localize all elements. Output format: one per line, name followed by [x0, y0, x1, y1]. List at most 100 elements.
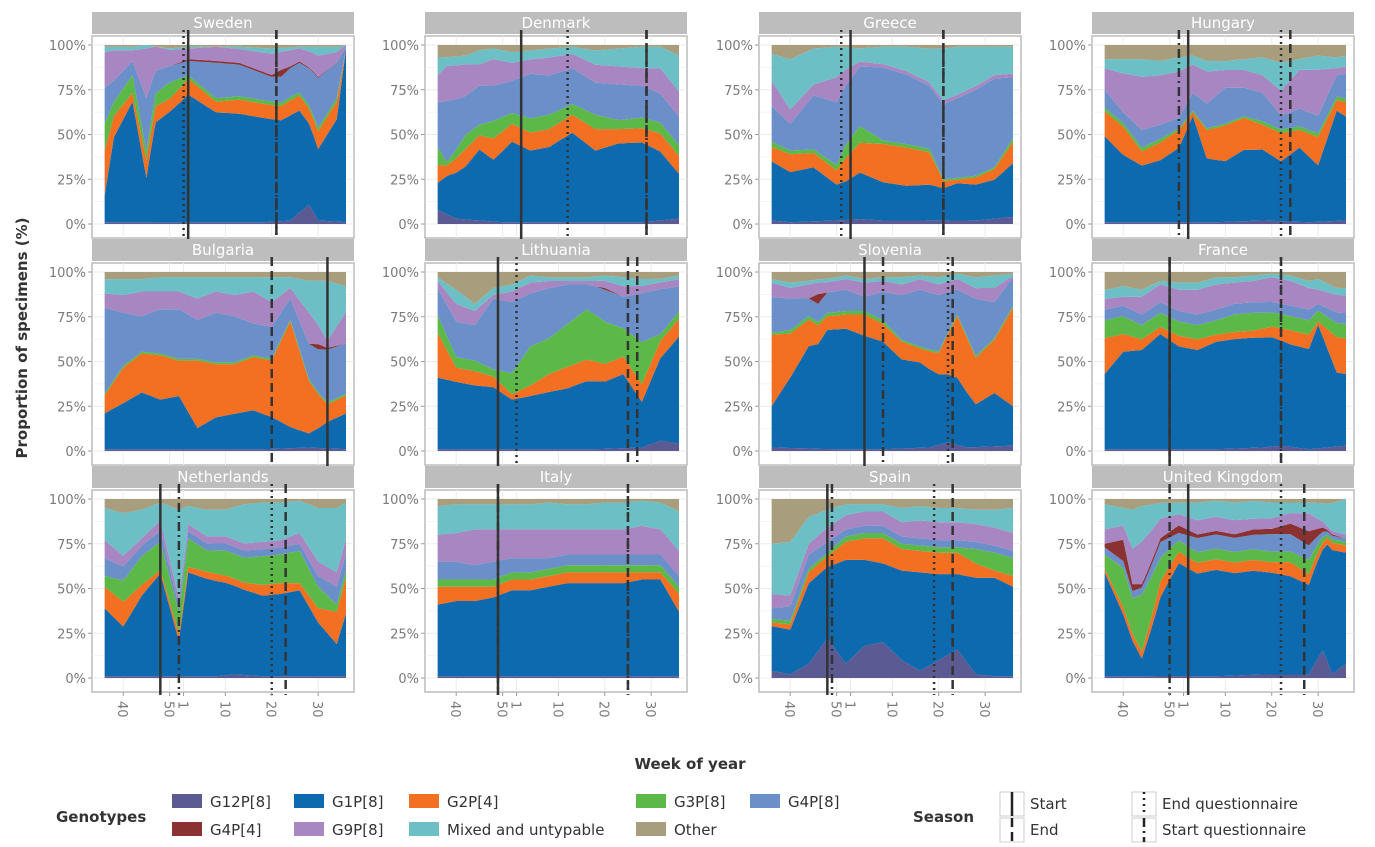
area-g1p-8-	[1104, 110, 1346, 223]
area-g2p-4-	[104, 48, 346, 196]
area-mixed-and-untypable	[1104, 55, 1346, 91]
area-g9p-8-	[1104, 513, 1346, 585]
panel-strip	[759, 12, 1021, 34]
season-legend-item: End	[999, 817, 1059, 843]
area-g12p-8-	[437, 209, 679, 224]
y-tick-label: 100%	[1049, 39, 1086, 54]
area-g1p-8-	[104, 48, 346, 223]
y-tick-label: 25%	[57, 400, 86, 415]
y-tick-label: 25%	[390, 400, 419, 415]
x-tick-label: 40	[1114, 701, 1129, 718]
area-g3p-8-	[1104, 534, 1346, 652]
area-g9p-8-	[437, 279, 679, 326]
area-g4p-8-	[1104, 531, 1346, 599]
y-tick-label: 75%	[1057, 538, 1086, 553]
panel-strip	[92, 12, 354, 34]
y-tick-label: 100%	[49, 493, 86, 508]
area-other	[104, 499, 346, 514]
x-tick-label: 50	[1161, 701, 1176, 718]
panel-denmark: Denmark 0% 25% 50% 75% 100%	[382, 12, 688, 241]
area-other	[1104, 499, 1346, 510]
panel-strip	[759, 239, 1021, 261]
y-tick-label: 50%	[724, 129, 753, 144]
legend-swatch	[409, 794, 439, 808]
panel-slovenia: Slovenia 0% 25% 50% 75% 100%	[716, 239, 1022, 468]
panel-title: Bulgaria	[192, 241, 254, 259]
panel-strip	[1092, 239, 1354, 261]
area-g12p-8-	[1104, 445, 1346, 451]
area-g9p-8-	[104, 287, 346, 348]
x-tick-label: 30	[1309, 701, 1324, 718]
season-legend: Season Start End End questionnaire Start que…	[913, 791, 1306, 843]
legend-item: Mixed and untypable	[409, 821, 604, 839]
area-g12p-8-	[104, 447, 346, 451]
area-g3p-8-	[1104, 96, 1346, 152]
y-tick-label: 50%	[57, 129, 86, 144]
area-g3p-8-	[1104, 310, 1346, 340]
season-legend-item: Start questionnaire	[1131, 817, 1306, 843]
x-tick-label: 40	[114, 701, 129, 718]
area-mixed-and-untypable	[104, 45, 346, 56]
area-mixed-and-untypable	[771, 504, 1013, 596]
area-g12p-8-	[1104, 220, 1346, 224]
legend-item: G3P[8]	[636, 793, 725, 811]
y-tick-label: 100%	[49, 39, 86, 54]
y-tick-label: 0%	[732, 445, 753, 460]
area-g4p-8-	[437, 68, 679, 162]
area-mixed-and-untypable	[1104, 499, 1346, 549]
panel-hungary: Hungary 0% 25% 50% 75% 100%	[1049, 12, 1355, 241]
y-tick-label: 0%	[732, 218, 753, 233]
legend-item: G4P[8]	[750, 793, 839, 811]
area-mixed-and-untypable	[771, 46, 1013, 110]
area-g12p-8-	[1104, 650, 1346, 678]
panel-title: Greece	[863, 14, 916, 32]
y-tick-label: 50%	[57, 356, 86, 371]
area-other	[1104, 272, 1346, 290]
area-g2p-4-	[437, 572, 679, 612]
y-tick-label: 75%	[724, 311, 753, 326]
panel-title: Denmark	[522, 14, 591, 32]
x-axis-title: Week of year	[634, 755, 746, 773]
y-tick-label: 100%	[382, 493, 419, 508]
area-g9p-8-	[771, 275, 1013, 303]
area-g12p-8-	[104, 674, 346, 678]
x-tick-label: 1	[842, 701, 857, 709]
x-tick-label: 10	[549, 701, 564, 718]
panel-title: France	[1198, 241, 1248, 259]
y-tick-label: 0%	[398, 672, 419, 687]
area-g4p-8-	[104, 298, 346, 403]
area-mixed-and-untypable	[437, 46, 679, 92]
y-tick-label: 75%	[1057, 84, 1086, 99]
y-tick-label: 50%	[390, 356, 419, 371]
y-tick-label: 25%	[57, 173, 86, 188]
y-tick-label: 100%	[382, 266, 419, 281]
legend-item: G1P[8]	[294, 793, 383, 811]
area-g2p-4-	[771, 141, 1013, 189]
y-tick-label: 25%	[57, 627, 86, 642]
y-tick-label: 75%	[57, 84, 86, 99]
panel-strip	[92, 466, 354, 488]
panel-bulgaria: Bulgaria 0% 25% 50% 75% 100%	[49, 239, 355, 468]
x-tick-label: 50	[161, 701, 176, 718]
panel-greece: Greece 0% 25% 50% 75% 100%	[716, 12, 1022, 241]
x-tick-label: 50	[494, 701, 509, 718]
y-tick-label: 0%	[1065, 672, 1086, 687]
y-tick-label: 50%	[1057, 583, 1086, 598]
panel-strip	[759, 466, 1021, 488]
legend-item: G9P[8]	[294, 821, 383, 839]
y-tick-label: 25%	[724, 627, 753, 642]
y-tick-label: 50%	[724, 356, 753, 371]
panel-strip	[425, 466, 687, 488]
x-tick-label: 40	[781, 701, 796, 718]
panel-netherlands: Netherlands 0% 25% 50% 75% 100% 40 501 10 20 30	[49, 466, 355, 718]
legend-swatch	[636, 794, 666, 808]
y-tick-label: 50%	[390, 583, 419, 598]
legend-swatch	[172, 794, 202, 808]
y-tick-label: 0%	[65, 672, 86, 687]
season-legend-label: Start	[1030, 795, 1067, 813]
x-tick-label: 10	[1216, 701, 1231, 718]
y-axis-title: Proportion of specimens (%)	[13, 218, 31, 459]
panel-italy: Italy 0% 25% 50% 75% 100% 40 501 10 20 30	[382, 466, 688, 718]
legend-label: Other	[674, 821, 717, 839]
